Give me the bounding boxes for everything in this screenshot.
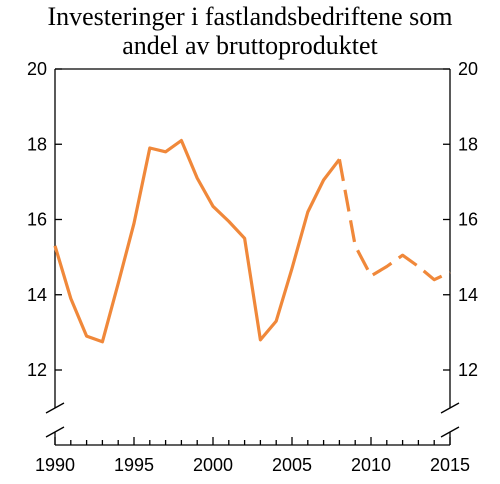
y-tick-label-right: 18 [458,134,478,154]
y-tick-label-left: 14 [27,285,47,305]
y-tick-label-left: 16 [27,210,47,230]
x-tick-label: 2005 [272,455,312,475]
y-tick-label-right: 16 [458,210,478,230]
axis-break-mark-right-2 [440,426,460,438]
y-tick-label-right: 20 [458,59,478,79]
chart-title-line-2: andel av bruttoproduktet [122,31,378,60]
x-tick-label: 2000 [193,455,233,475]
series-line-projection [337,159,451,282]
x-tick-label: 2010 [351,455,391,475]
y-tick-label-right: 14 [458,285,478,305]
axis-break-mark-right-1 [440,402,460,414]
x-tick-label: 1990 [35,455,75,475]
axis-break-mark-left-2 [45,426,65,438]
y-tick-label-left: 18 [27,134,47,154]
series-line-actual [53,138,341,344]
x-tick-label: 1995 [114,455,154,475]
y-tick-label-left: 12 [27,360,47,380]
chart-title-line-1: Investeringer i fastlandsbedriftene som [47,2,453,31]
y-tick-label-right: 12 [458,360,478,380]
y-tick-label-left: 20 [27,59,47,79]
axis-break-mark-left-1 [45,402,65,414]
x-tick-label: 2015 [430,455,470,475]
